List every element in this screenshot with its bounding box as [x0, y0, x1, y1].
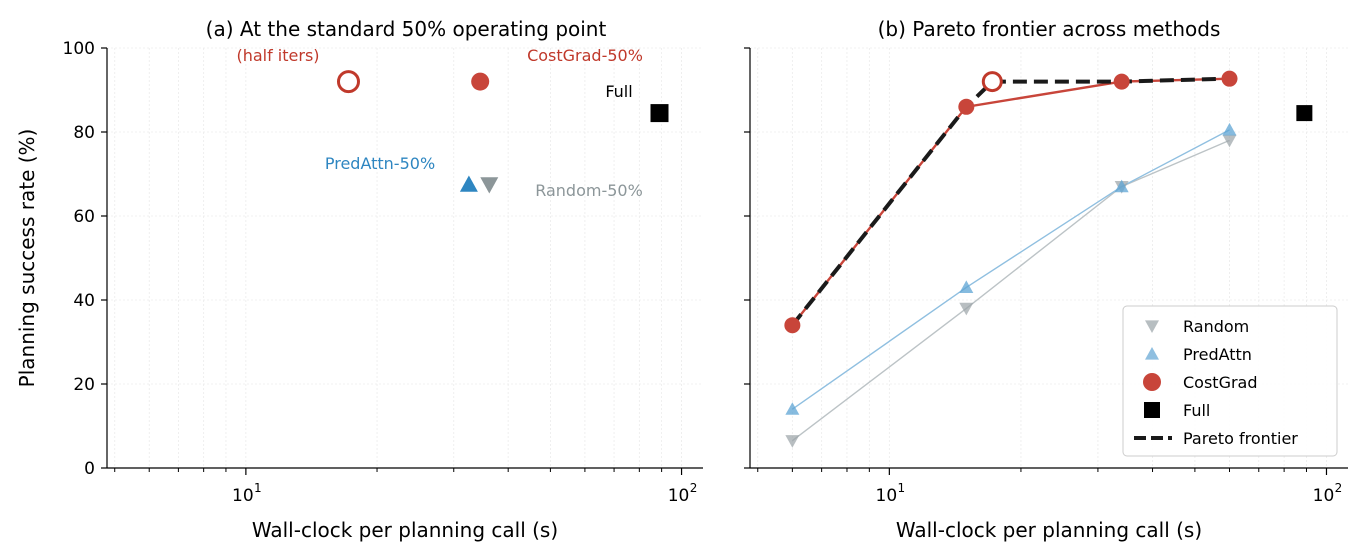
- panel-b-title: (b) Pareto frontier across methods: [878, 17, 1221, 41]
- y-tick-label: 40: [73, 291, 95, 311]
- panel-b: (b) Pareto frontier across methods 10 1 10…: [744, 17, 1348, 542]
- line-predattn: [791, 129, 1230, 410]
- marks-b: [784, 70, 1313, 448]
- point-costgrad: [958, 98, 975, 115]
- x-ticks-a: 10 1 10 2: [114, 468, 698, 506]
- y-ticks-a: 0 20 40 60 80 100: [63, 39, 107, 479]
- legend-marker-random: [1145, 320, 1159, 333]
- legend-label-pareto: Pareto frontier: [1183, 429, 1298, 448]
- point-predattn: [1114, 179, 1129, 193]
- marks-a: [336, 70, 669, 194]
- y-tick-label: 80: [73, 123, 95, 143]
- y-tick-label: 0: [84, 459, 95, 479]
- x-tick-exponent: 1: [254, 481, 262, 495]
- x-ticks-b: 10 1 10 2: [757, 468, 1343, 506]
- point-full: [650, 104, 669, 123]
- y-tick-label: 60: [73, 207, 95, 227]
- point-full: [1296, 105, 1313, 122]
- legend-label-full: Full: [1183, 401, 1210, 420]
- legend-marker-predattn: [1145, 347, 1159, 360]
- legend-marker-full: [1144, 402, 1160, 418]
- x-tick-label: 10: [232, 486, 254, 506]
- annotation-full: Full: [605, 82, 632, 101]
- y-ticks-b: [744, 47, 750, 469]
- y-axis-label: Planning success rate (%): [15, 129, 39, 388]
- legend-label-costgrad: CostGrad: [1183, 373, 1258, 392]
- line-random: [791, 139, 1230, 442]
- panel-a-title: (a) At the standard 50% operating point: [206, 17, 607, 41]
- line-pareto-frontier: [790, 76, 1230, 327]
- annotation-random-50: Random-50%: [535, 181, 643, 200]
- point-costgrad-half-iters: [981, 71, 1003, 93]
- panel-a: (a) At the standard 50% operating point …: [15, 17, 703, 542]
- x-tick-label: 10: [876, 486, 898, 506]
- point-costgrad-50-half-iters-: [336, 70, 360, 94]
- x-tick-exponent: 2: [690, 481, 698, 495]
- point-predattn-50-: [459, 175, 478, 192]
- annotations-a: (half iters) CostGrad-50% Full PredAttn-…: [236, 46, 642, 200]
- point-costgrad: [1221, 70, 1238, 87]
- y-tick-label: 100: [63, 39, 95, 59]
- y-tick-label: 20: [73, 375, 95, 395]
- point-predattn: [1222, 122, 1237, 136]
- legend-box: [1122, 305, 1338, 457]
- point-predattn: [785, 402, 800, 415]
- point-random: [1222, 134, 1237, 148]
- legend: Random PredAttn CostGrad Full Pareto fro…: [1122, 305, 1338, 457]
- legend-label-random: Random: [1183, 317, 1249, 336]
- point-costgrad-50-: [471, 72, 490, 91]
- point-random-50-: [480, 177, 499, 194]
- point-costgrad: [784, 317, 801, 334]
- point-random: [959, 302, 974, 316]
- x-tick-exponent: 1: [898, 481, 906, 495]
- legend-label-predattn: PredAttn: [1183, 345, 1252, 364]
- legend-marker-costgrad: [1143, 373, 1161, 391]
- annotation-predattn-50: PredAttn-50%: [325, 154, 435, 173]
- point-costgrad: [1113, 73, 1130, 90]
- x-axis-label-a: Wall-clock per planning call (s): [252, 518, 558, 542]
- annotation-half-iters: (half iters): [236, 46, 319, 65]
- point-random: [785, 435, 800, 448]
- x-tick-exponent: 2: [1335, 481, 1343, 495]
- x-axis-label-b: Wall-clock per planning call (s): [896, 518, 1202, 542]
- legend-marks: [1134, 320, 1172, 440]
- line-costgrad: [791, 77, 1230, 326]
- point-predattn: [959, 280, 974, 293]
- grid-a: [107, 47, 703, 469]
- x-tick-label: 10: [1313, 486, 1335, 506]
- x-tick-label: 10: [668, 486, 690, 506]
- annotation-costgrad-50: CostGrad-50%: [527, 46, 643, 65]
